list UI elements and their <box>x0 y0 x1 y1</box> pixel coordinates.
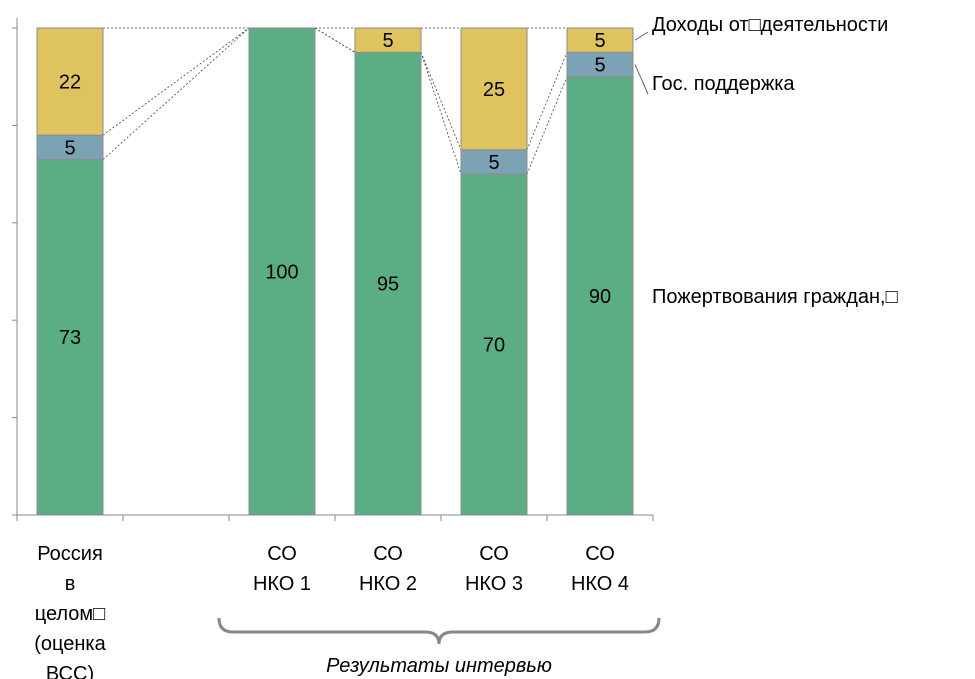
bars-layer <box>36 27 634 516</box>
legend-label: Гос. поддержка <box>652 73 795 95</box>
x-tick-label: СО НКО 1 <box>253 543 311 595</box>
x-tick-label-line: СО <box>373 543 403 565</box>
legend-layer: Пожертвования граждан,□ Гос. поддержка Дох… <box>634 14 898 308</box>
legend-leader-line <box>634 31 649 41</box>
bracket-layer: Результаты интервью <box>217 617 661 677</box>
series-connector <box>420 52 462 175</box>
data-label: 25 <box>483 79 505 101</box>
data-label: 22 <box>59 72 81 94</box>
x-tick-label-line: НКО 2 <box>359 573 417 595</box>
data-label: 5 <box>594 30 605 52</box>
data-label: 5 <box>594 55 605 77</box>
x-tick-label-line: СО <box>267 543 297 565</box>
legend-leader-line <box>634 64 649 95</box>
x-tick-label-line: НКО 3 <box>465 573 523 595</box>
data-label: 95 <box>377 274 399 296</box>
bar-segment <box>36 27 104 136</box>
series-connector <box>102 27 250 136</box>
x-tick-label-line: СО <box>585 543 615 565</box>
x-tick-label-line: НКО 4 <box>571 573 629 595</box>
data-label: 73 <box>59 327 81 349</box>
x-tick-label-line: СО <box>479 543 509 565</box>
series-connector <box>526 52 568 150</box>
group-bracket <box>217 617 661 645</box>
x-tick-label-line: (оценка <box>34 633 106 655</box>
x-tick-label-line: НКО 1 <box>253 573 311 595</box>
series-connector <box>102 27 250 160</box>
x-tick-label: СО НКО 2 <box>359 543 417 595</box>
bar-segment <box>460 27 528 151</box>
series-connector <box>526 76 568 175</box>
data-label: 5 <box>382 30 393 52</box>
data-label: 5 <box>488 152 499 174</box>
group-bracket-label: Результаты интервью <box>326 655 552 677</box>
series-connector <box>420 52 462 150</box>
bar-segment <box>566 27 634 53</box>
series-connector <box>314 27 356 53</box>
series-connectors <box>102 27 568 175</box>
legend-label: Доходы от□деятельности <box>652 14 888 36</box>
data-label: 100 <box>265 262 298 284</box>
bar-segment <box>354 51 422 516</box>
bar-segment <box>566 51 634 78</box>
bar-segment <box>566 76 634 516</box>
data-label: 5 <box>64 137 75 159</box>
x-tick-label: Россия в целом□ (оценка ВСС) <box>34 543 106 679</box>
x-tick-label-line: в <box>65 573 76 595</box>
bar-segment <box>460 149 528 175</box>
series-connector <box>314 27 356 53</box>
data-label: 90 <box>589 286 611 308</box>
bar-segment <box>248 27 316 516</box>
x-tick-label: СО НКО 3 <box>465 543 523 595</box>
legend-label: Пожертвования граждан,□ <box>652 286 898 308</box>
bar-segment <box>460 173 528 516</box>
bar-segment <box>36 134 104 160</box>
bar-segment <box>354 27 422 53</box>
x-tick-label-line: Россия <box>37 543 103 565</box>
axes-layer <box>12 18 654 521</box>
x-tick-label: СО НКО 4 <box>571 543 629 595</box>
data-label: 70 <box>483 335 505 357</box>
labels-layer: 73 5 22 100 95 5 70 5 25 90 5 5 Россия в целом□ (оценка… <box>34 30 629 679</box>
x-tick-label-line: ВСС) <box>46 663 94 679</box>
x-tick-label-line: целом□ <box>35 603 106 625</box>
